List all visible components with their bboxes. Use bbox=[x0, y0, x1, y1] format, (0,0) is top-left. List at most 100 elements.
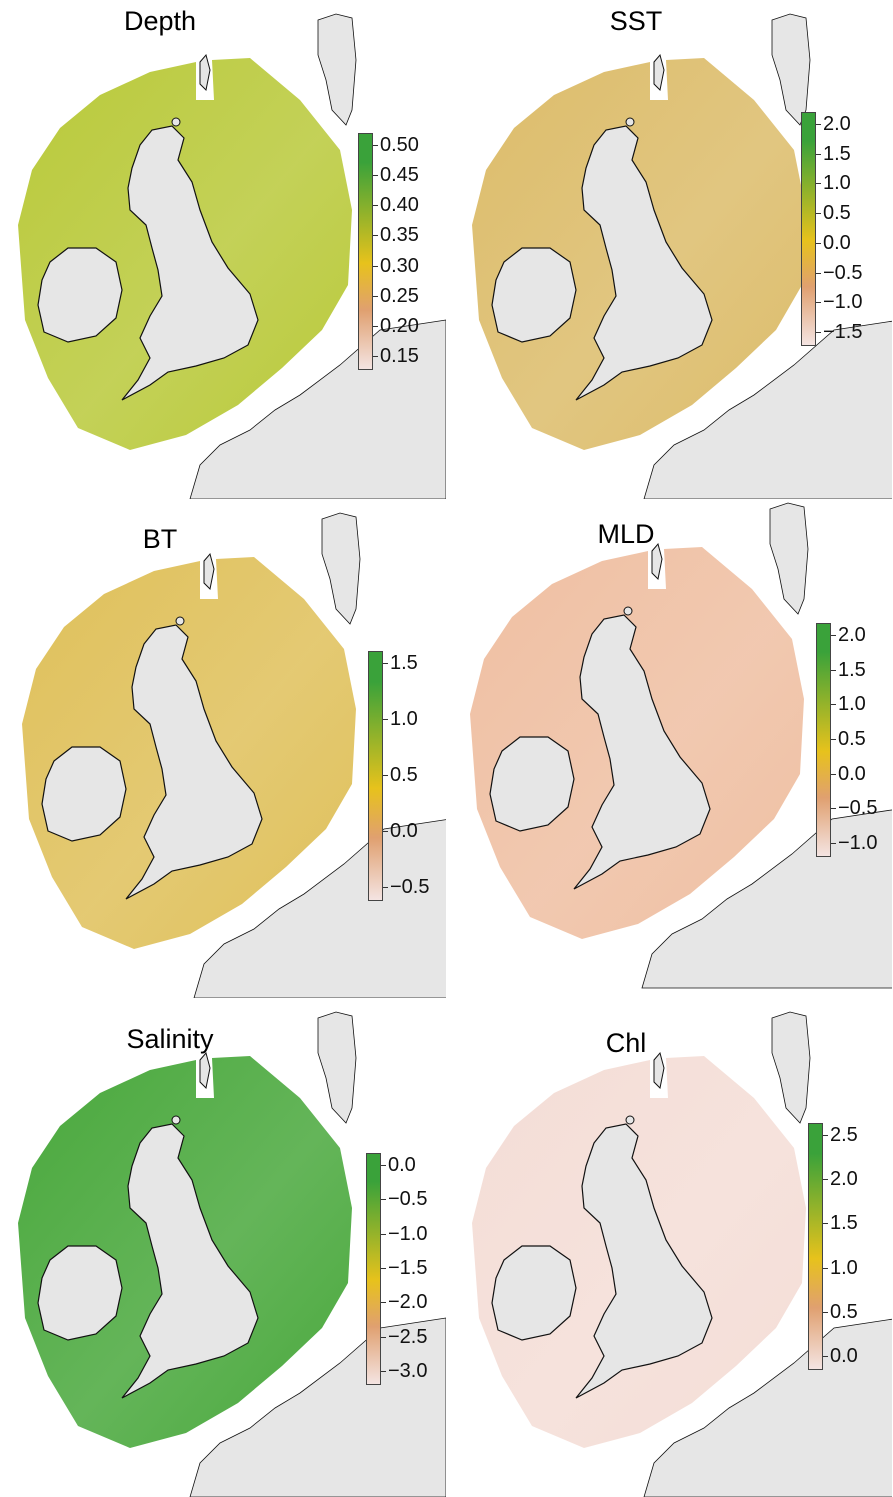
legend-tick-label: 0.30 bbox=[380, 254, 419, 277]
legend-tick bbox=[816, 332, 821, 333]
ireland bbox=[491, 1245, 577, 1341]
map-content bbox=[472, 13, 892, 499]
continent-land bbox=[643, 320, 892, 499]
legend-tick bbox=[831, 808, 836, 810]
legend-tick-label: 0.40 bbox=[380, 194, 419, 217]
legend-tick-label: 2.0 bbox=[830, 1168, 858, 1191]
legend-tick bbox=[831, 843, 836, 844]
legend-tick bbox=[381, 1268, 386, 1269]
legend-tick-label: 2.5 bbox=[830, 1124, 858, 1146]
continent-land bbox=[189, 1317, 446, 1497]
legend-tick bbox=[383, 719, 388, 720]
orkney-islands bbox=[625, 1115, 635, 1125]
legend-tick bbox=[373, 356, 378, 357]
legend-tick-label: 0.0 bbox=[830, 1345, 858, 1367]
legend-tick-label: 2.0 bbox=[838, 624, 866, 646]
legend-tick-label: 0.50 bbox=[380, 134, 419, 156]
norway-coast bbox=[769, 502, 809, 615]
orkney-islands bbox=[175, 616, 185, 626]
legend-tick bbox=[383, 831, 388, 832]
legend-tick bbox=[373, 265, 378, 267]
norway-coast bbox=[317, 1011, 357, 1124]
panel-title-depth: Depth bbox=[123, 6, 197, 36]
norway-coast bbox=[321, 512, 361, 625]
panel-depth: Depth 0.50 0.45 0.40 0.35 0.30 0.25 0.20 0.15 bbox=[0, 0, 446, 499]
depth-map bbox=[18, 13, 446, 499]
orkney-islands bbox=[171, 117, 181, 127]
legend-tick-label: −0.5 bbox=[838, 797, 878, 820]
legend-tick bbox=[373, 325, 378, 327]
salinity-map bbox=[18, 1011, 446, 1497]
panel-title-sst: SST bbox=[609, 6, 663, 36]
legend-colorbar bbox=[801, 112, 816, 346]
great-britain bbox=[575, 125, 713, 401]
legend-tick bbox=[823, 1223, 828, 1225]
legend-tick bbox=[381, 1199, 386, 1201]
legend-tick bbox=[823, 1356, 828, 1357]
legend-tick bbox=[381, 1336, 386, 1338]
shetland-islands bbox=[651, 542, 663, 581]
legend-tick-label: −1.5 bbox=[388, 1257, 428, 1279]
legend-tick bbox=[383, 887, 388, 888]
legend-tick-label: 1.0 bbox=[390, 708, 418, 730]
legend-tick bbox=[381, 1302, 386, 1304]
great-britain bbox=[575, 1123, 713, 1399]
legend-tick-label: 0.5 bbox=[390, 764, 418, 786]
legend-tick-label: −0.5 bbox=[390, 876, 430, 898]
legend-tick-label: −2.5 bbox=[388, 1325, 428, 1348]
legend-tick bbox=[373, 145, 378, 146]
legend-tick-label: −3.0 bbox=[388, 1360, 428, 1382]
norway-coast bbox=[317, 13, 357, 126]
map-content bbox=[22, 512, 446, 998]
legend-tick-label: 0.15 bbox=[380, 345, 419, 367]
legend-colorbar bbox=[808, 1123, 823, 1370]
legend-tick bbox=[816, 302, 821, 304]
legend-tick-label: 1.0 bbox=[830, 1256, 858, 1279]
panel-sst: SST 2.0 1.5 1.0 0.5 0.0 −0.5 −1.0 −1.5 bbox=[446, 0, 892, 499]
legend-tick-label: −1.0 bbox=[838, 832, 878, 854]
legend-tick-label: −1.5 bbox=[823, 321, 863, 343]
ireland bbox=[37, 1245, 123, 1341]
legend-tick-label: 0.20 bbox=[380, 314, 419, 337]
legend-tick bbox=[816, 153, 821, 155]
legend-tick-label: 1.5 bbox=[390, 652, 418, 674]
ireland bbox=[37, 247, 123, 343]
panel-salinity: Salinity 0.0 −0.5 −1.0 −1.5 −2.0 −2.5 −3.0 bbox=[0, 998, 446, 1497]
legend-tick bbox=[373, 235, 378, 237]
legend-tick bbox=[831, 773, 836, 775]
legend-tick bbox=[831, 635, 836, 636]
orkney-islands bbox=[625, 117, 635, 127]
legend-tick-label: 0.5 bbox=[830, 1300, 858, 1323]
legend-tick bbox=[816, 242, 821, 244]
legend-tick-label: −1.0 bbox=[823, 291, 863, 314]
great-britain bbox=[125, 624, 263, 900]
legend-tick-label: 0.25 bbox=[380, 284, 419, 307]
legend-tick bbox=[823, 1135, 828, 1136]
legend-tick-label: 1.5 bbox=[838, 658, 866, 681]
legend-tick bbox=[373, 295, 378, 297]
legend-tick-label: −1.0 bbox=[388, 1222, 428, 1245]
continent-land bbox=[189, 319, 446, 499]
map-content bbox=[472, 1011, 892, 1497]
legend-tick bbox=[383, 775, 388, 776]
legend-tick-label: 0.0 bbox=[838, 762, 866, 785]
map-content bbox=[18, 13, 446, 499]
legend-colorbar bbox=[358, 133, 373, 370]
legend-tick bbox=[816, 213, 821, 215]
legend-tick bbox=[373, 205, 378, 207]
legend-tick-label: 1.0 bbox=[823, 172, 851, 195]
panel-mld: MLD 2.0 1.5 1.0 0.5 0.0 −0.5 −1.0 bbox=[446, 499, 892, 998]
legend-tick bbox=[816, 183, 821, 185]
legend-colorbar bbox=[368, 651, 383, 901]
bt-map bbox=[22, 512, 446, 998]
great-britain bbox=[121, 125, 259, 401]
great-britain bbox=[121, 1123, 259, 1399]
shetland-islands bbox=[653, 1051, 665, 1090]
legend-tick-label: 1.0 bbox=[838, 693, 866, 716]
legend-tick bbox=[831, 739, 836, 740]
legend-tick-label: 1.5 bbox=[823, 142, 851, 165]
ireland bbox=[41, 746, 127, 842]
shetland-islands bbox=[203, 552, 215, 591]
shetland-islands bbox=[199, 1051, 211, 1090]
legend-tick-label: 0.0 bbox=[823, 231, 851, 254]
